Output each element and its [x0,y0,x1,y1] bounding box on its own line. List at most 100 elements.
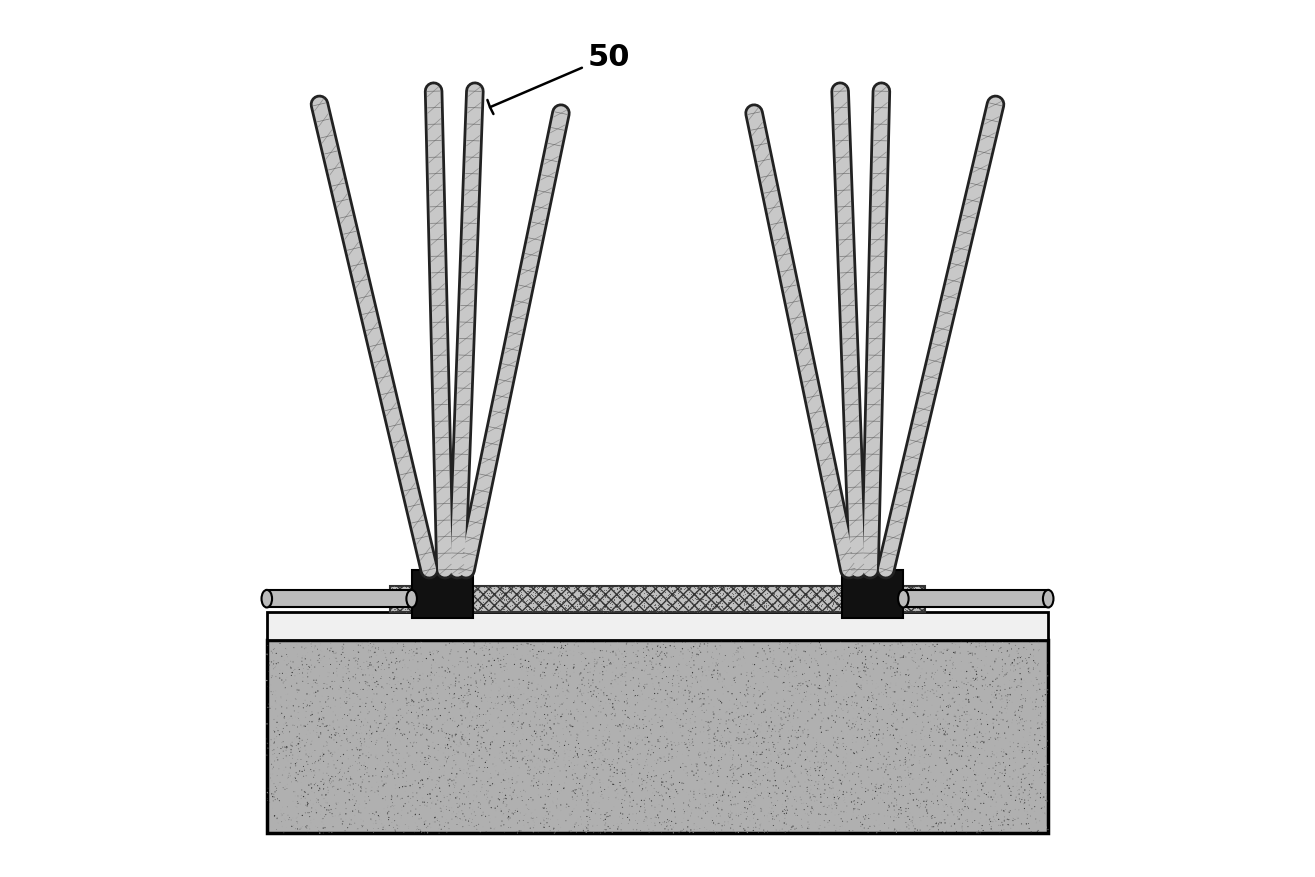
Point [892,638,913,652]
Point [693,804,714,818]
Point [906,687,927,701]
Point [704,582,725,596]
Point [942,802,963,816]
Point [391,593,412,607]
Point [358,635,379,649]
Point [827,580,848,594]
Point [339,770,360,784]
Point [806,683,827,697]
Point [493,808,514,822]
Point [529,586,550,600]
Point [427,724,448,738]
Point [893,600,914,614]
Point [485,759,506,773]
Point [433,588,454,602]
Point [622,602,643,616]
Point [809,774,830,788]
Point [706,656,727,670]
Point [493,688,514,702]
Point [842,586,863,600]
Point [977,736,998,750]
Point [497,590,518,604]
Point [658,700,679,714]
Point [481,667,502,681]
Point [284,691,305,705]
Point [537,658,558,672]
Point [782,663,803,677]
Point [596,696,617,710]
Point [768,670,789,684]
Point [989,642,1010,656]
Point [636,677,658,691]
Point [714,705,735,719]
Point [542,591,563,605]
Point [704,587,725,601]
Point [934,706,955,720]
Point [275,739,296,753]
Point [446,592,467,606]
Point [927,801,948,815]
Point [735,749,756,763]
Point [421,687,442,701]
Point [752,664,773,678]
Point [271,768,292,782]
Point [585,752,606,766]
Point [563,660,584,674]
Point [988,731,1009,745]
Point [580,679,601,693]
Point [1028,755,1049,769]
Point [296,748,317,762]
Point [322,640,343,654]
Point [661,589,682,603]
Point [869,603,890,617]
Point [823,738,844,752]
Point [456,595,477,609]
Point [433,799,454,813]
Point [727,774,748,788]
Point [901,588,922,602]
Point [847,603,868,617]
Point [497,686,518,700]
Point [701,650,722,664]
Point [326,652,347,666]
Point [878,818,899,832]
Point [631,777,652,791]
Point [863,692,884,706]
Point [325,824,346,838]
Point [533,666,554,680]
Point [654,604,675,618]
Point [429,774,450,788]
Point [338,681,359,695]
Point [414,755,435,769]
Point [765,719,786,733]
Point [639,645,660,659]
Point [784,770,805,784]
Point [509,583,530,597]
Point [773,603,794,617]
Point [430,802,451,816]
Point [750,689,771,703]
Point [575,581,596,595]
Point [581,689,602,703]
Point [861,649,882,663]
Point [533,599,554,613]
Point [359,636,380,650]
Point [625,588,646,602]
Point [550,658,571,672]
Point [627,688,648,702]
Point [1019,691,1040,705]
Point [579,589,600,603]
Point [519,581,540,595]
Point [738,596,759,610]
Point [756,600,777,614]
Point [852,723,873,737]
Point [723,744,744,758]
Point [719,702,740,717]
Point [817,791,838,805]
Point [639,654,660,668]
Point [847,647,868,661]
Point [885,746,906,760]
Point [635,681,656,695]
Point [807,604,828,618]
Point [538,789,559,803]
